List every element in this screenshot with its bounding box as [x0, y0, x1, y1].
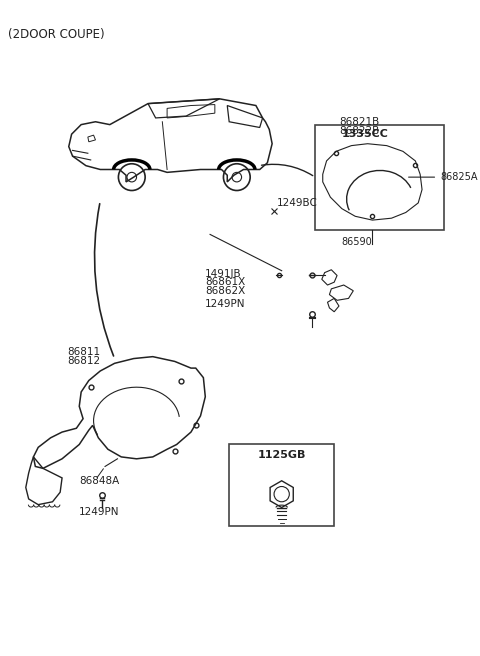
Text: 1249PN: 1249PN — [205, 299, 246, 310]
Text: 86821B: 86821B — [339, 117, 379, 127]
Text: 1491JB: 1491JB — [205, 269, 242, 279]
Text: (2DOOR COUPE): (2DOOR COUPE) — [8, 28, 104, 41]
Text: 1249BC: 1249BC — [277, 198, 318, 208]
Text: 86861X: 86861X — [205, 277, 246, 287]
Text: 86848A: 86848A — [79, 476, 120, 486]
Text: 86590: 86590 — [342, 237, 372, 247]
Text: 1249PN: 1249PN — [79, 506, 120, 516]
FancyBboxPatch shape — [315, 125, 444, 230]
Text: 86862X: 86862X — [205, 286, 246, 296]
FancyBboxPatch shape — [229, 445, 334, 525]
Text: 86822B: 86822B — [339, 125, 379, 136]
Text: 86825A: 86825A — [440, 173, 478, 182]
Text: 1125GB: 1125GB — [257, 450, 306, 461]
Text: 86811: 86811 — [67, 347, 100, 357]
Text: 1335CC: 1335CC — [342, 129, 389, 139]
Text: 86812: 86812 — [67, 356, 100, 365]
